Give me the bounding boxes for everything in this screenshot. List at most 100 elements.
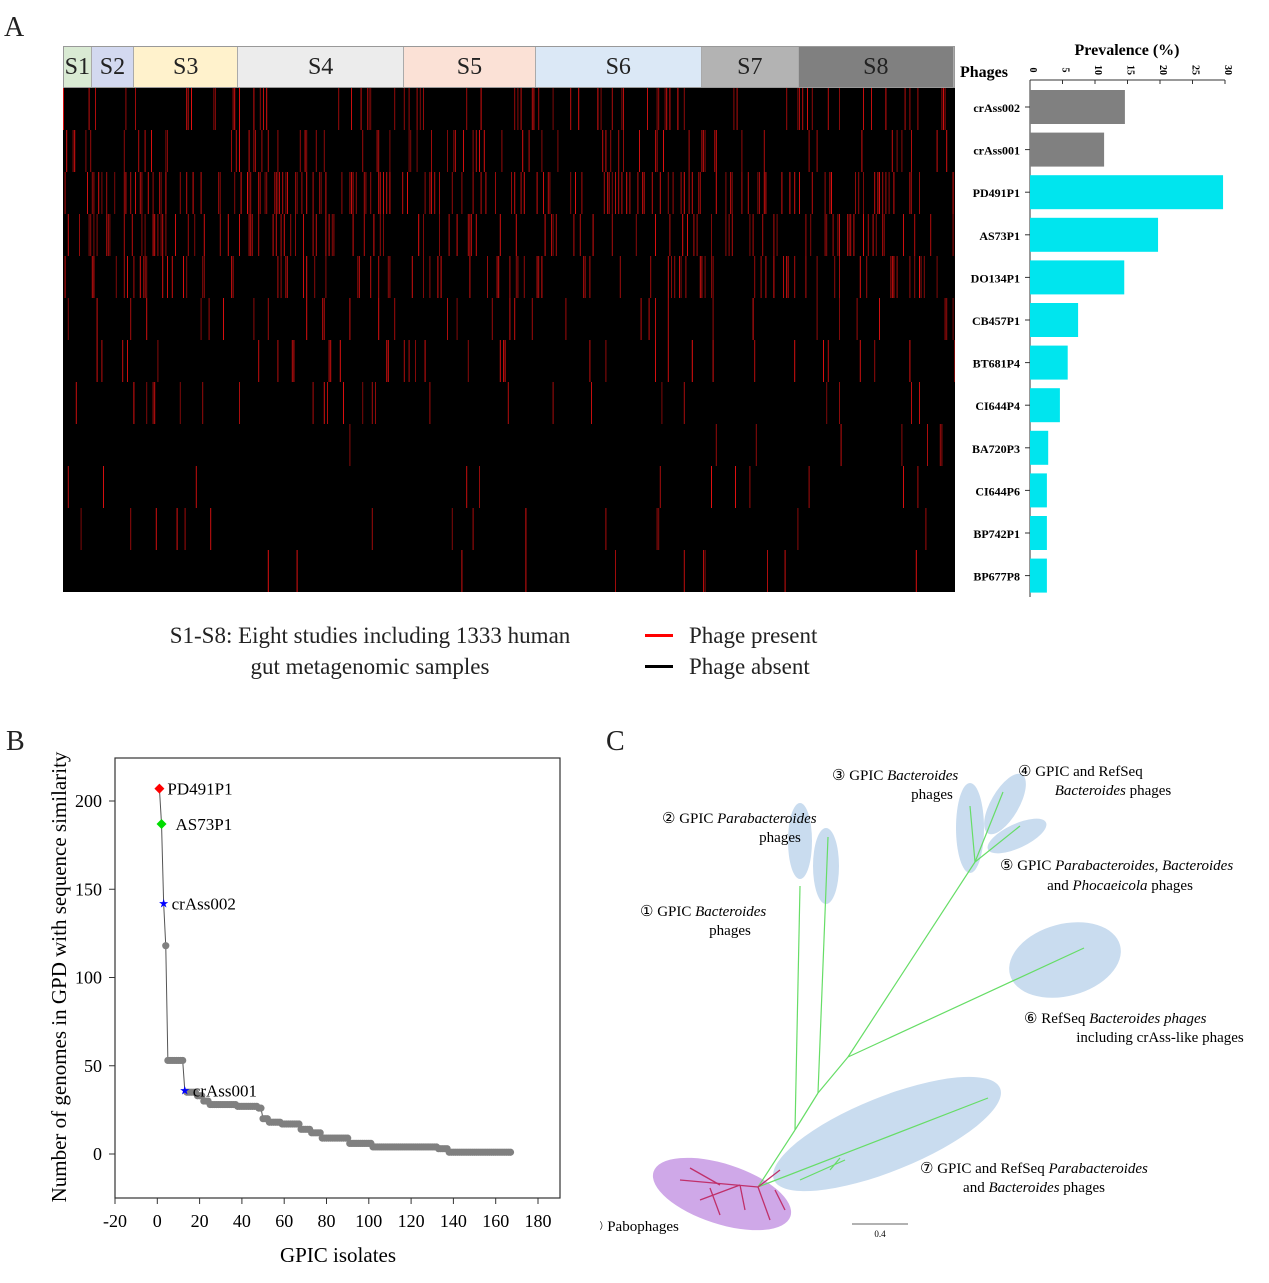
presence-mark: [431, 172, 432, 214]
presence-mark: [611, 88, 613, 130]
prevalence-bar-DO134P1: [1030, 260, 1125, 295]
presence-mark: [106, 214, 108, 256]
presence-mark: [152, 172, 154, 214]
x-tick-label: 20: [1157, 65, 1168, 75]
presence-mark: [423, 88, 424, 130]
presence-mark: [807, 88, 808, 130]
presence-mark: [680, 172, 682, 214]
presence-mark: [715, 172, 717, 214]
presence-mark: [461, 172, 463, 214]
clade-label-1-line2: phages: [709, 923, 751, 939]
presence-mark: [621, 88, 623, 130]
presence-mark: [735, 466, 736, 508]
presence-mark: [194, 214, 196, 256]
presence-mark: [725, 172, 727, 214]
presence-mark: [816, 298, 818, 340]
clade-ellipse: [773, 1076, 1001, 1192]
pabophage-branch: [757, 1186, 771, 1221]
pabophage-branch: [689, 1167, 721, 1186]
presence-mark: [952, 214, 954, 256]
presence-mark: [277, 340, 279, 382]
phages-header: Phages: [960, 64, 1008, 81]
scale-label: 0.4: [874, 1229, 886, 1239]
presence-mark: [331, 214, 333, 256]
presence-mark: [165, 130, 167, 172]
presence-mark: [730, 172, 732, 214]
presence-mark: [287, 256, 288, 298]
tree-branch: [847, 861, 976, 1058]
presence-mark: [130, 508, 132, 550]
presence-mark: [362, 130, 364, 172]
presence-mark: [704, 550, 706, 592]
presence-mark: [581, 172, 583, 214]
panel-c-label: C: [606, 726, 625, 757]
presence-mark: [176, 508, 178, 550]
presence-mark: [91, 256, 93, 298]
presence-mark: [762, 214, 764, 256]
presence-mark: [879, 172, 880, 214]
presence-mark: [714, 130, 716, 172]
presence-mark: [824, 214, 826, 256]
presence-mark: [882, 214, 884, 256]
presence-mark: [674, 256, 676, 298]
presence-mark: [943, 88, 944, 130]
presence-mark: [543, 172, 544, 214]
presence-mark: [672, 172, 674, 214]
point-crAss001: ★: [179, 1083, 190, 1097]
tree-branch: [969, 805, 976, 863]
prevalence-bar-PD491P1: [1030, 175, 1224, 210]
y-tick-label: 0: [93, 1144, 102, 1164]
presence-mark: [376, 130, 378, 172]
presence-mark: [911, 172, 912, 214]
presence-mark: [373, 214, 375, 256]
x-tick-label: 20: [191, 1211, 209, 1231]
presence-mark: [607, 172, 608, 214]
clade-label-3-line2: phages: [911, 787, 953, 803]
presence-mark: [619, 256, 621, 298]
presence-mark: [133, 256, 135, 298]
presence-mark: [122, 340, 124, 382]
presence-mark: [402, 172, 404, 214]
presence-mark: [187, 214, 189, 256]
presence-mark: [570, 172, 572, 214]
presence-mark: [495, 172, 496, 214]
presence-mark: [515, 214, 517, 256]
presence-mark: [551, 214, 552, 256]
presence-mark: [67, 466, 69, 508]
presence-mark: [621, 172, 623, 214]
presence-mark: [415, 340, 416, 382]
presence-mark: [891, 256, 893, 298]
presence-mark: [167, 256, 168, 298]
presence-mark: [135, 88, 136, 130]
presence-mark: [520, 172, 522, 214]
presence-mark: [903, 214, 904, 256]
legend-present-swatch: [645, 634, 673, 637]
presence-mark: [325, 172, 327, 214]
presence-mark: [605, 508, 607, 550]
presence-mark: [891, 130, 893, 172]
presence-mark: [728, 214, 730, 256]
presence-mark: [504, 340, 506, 382]
presence-mark: [475, 130, 477, 172]
presence-mark: [810, 214, 812, 256]
presence-mark: [863, 88, 864, 130]
presence-mark: [811, 172, 813, 214]
presence-mark: [327, 382, 328, 424]
presence-mark: [192, 172, 194, 214]
presence-mark: [368, 88, 370, 130]
presence-mark: [90, 130, 92, 172]
presence-mark: [669, 214, 671, 256]
presence-mark: [861, 130, 863, 172]
presence-mark: [410, 130, 412, 172]
presence-mark: [661, 382, 663, 424]
presence-mark: [629, 172, 631, 214]
presence-mark: [648, 298, 650, 340]
clade-ellipse: [1009, 922, 1121, 998]
presence-mark: [67, 298, 69, 340]
presence-mark: [371, 508, 373, 550]
presence-mark: [701, 256, 703, 298]
presence-mark: [773, 256, 775, 298]
presence-mark: [920, 256, 922, 298]
clade-ellipse: [788, 803, 812, 879]
presence-mark: [277, 256, 279, 298]
